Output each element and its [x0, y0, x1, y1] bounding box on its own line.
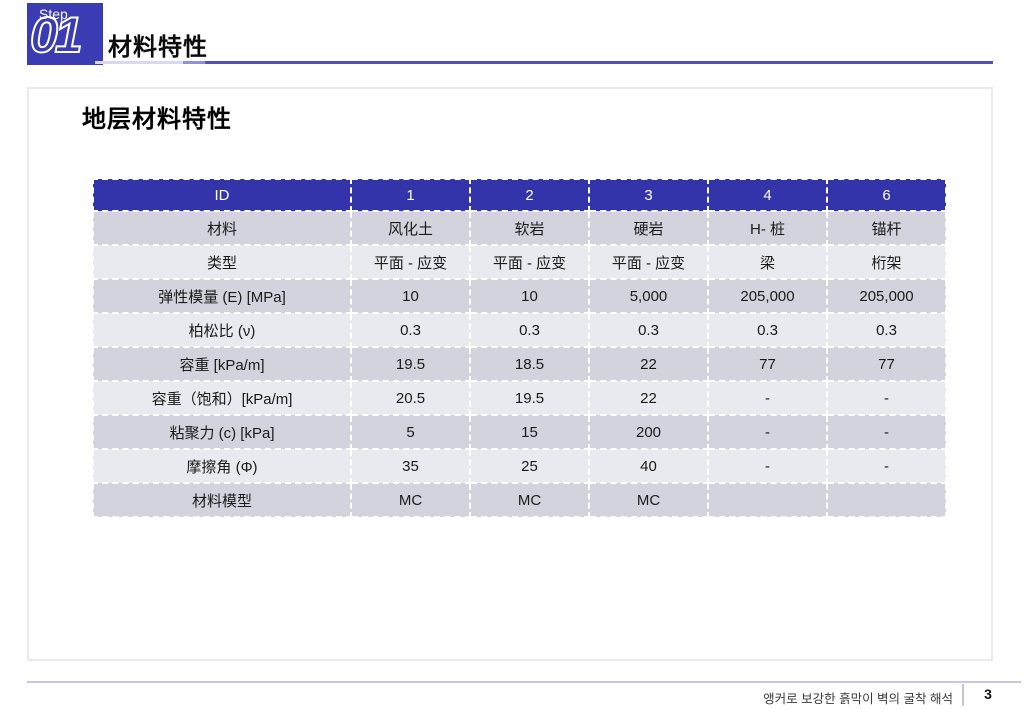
data-cell: 205,000 [826, 278, 947, 314]
row-label-cell: 容重（饱和）[kPa/m] [92, 380, 352, 416]
data-cell: - [826, 414, 947, 450]
table-row: 粘聚力 (c) [kPa] 5 15 200 - - [92, 414, 947, 450]
data-cell: 0.3 [707, 312, 828, 348]
section-heading: 地层材料特性 [82, 106, 232, 133]
data-cell: - [826, 380, 947, 416]
data-cell: 40 [588, 448, 709, 484]
data-cell: 硬岩 [588, 210, 709, 246]
header-cell: 3 [588, 178, 709, 212]
header-id-cell: ID [92, 178, 352, 212]
footer-vertical-divider [962, 684, 964, 706]
data-cell: 0.3 [826, 312, 947, 348]
row-label-cell: 材料 [92, 210, 352, 246]
data-cell: 平面 - 应变 [469, 244, 590, 280]
data-cell: - [707, 448, 828, 484]
data-cell: - [707, 380, 828, 416]
table-header-row: ID 1 2 3 4 6 [92, 178, 947, 212]
data-cell: 77 [707, 346, 828, 382]
data-cell: MC [350, 482, 471, 518]
header-cell: 6 [826, 178, 947, 212]
data-cell: MC [588, 482, 709, 518]
row-label-cell: 粘聚力 (c) [kPa] [92, 414, 352, 450]
row-label-cell: 柏松比 (ν) [92, 312, 352, 348]
data-cell: 77 [826, 346, 947, 382]
footer-caption: 앵커로 보강한 흙막이 벽의 굴착 해석 [763, 692, 953, 706]
materials-table: ID 1 2 3 4 6 材料 风化土 软岩 硬岩 H- 桩 锚杆 类型 平面 … [92, 178, 947, 518]
title-underline [95, 61, 993, 64]
data-cell: 20.5 [350, 380, 471, 416]
table-row: 摩擦角 (Φ) 35 25 40 - - [92, 448, 947, 484]
step-label: Step [39, 6, 68, 22]
header-cell: 4 [707, 178, 828, 212]
page-number: 3 [984, 686, 992, 702]
data-cell: 锚杆 [826, 210, 947, 246]
row-label-cell: 摩擦角 (Φ) [92, 448, 352, 484]
table-row: 柏松比 (ν) 0.3 0.3 0.3 0.3 0.3 [92, 312, 947, 348]
data-cell: 0.3 [588, 312, 709, 348]
data-cell: 风化土 [350, 210, 471, 246]
table-row: 容重 [kPa/m] 19.5 18.5 22 77 77 [92, 346, 947, 382]
row-label-cell: 类型 [92, 244, 352, 280]
header-cell: 1 [350, 178, 471, 212]
row-label-cell: 材料模型 [92, 482, 352, 518]
data-cell: 22 [588, 380, 709, 416]
data-cell: 15 [469, 414, 590, 450]
data-cell: 平面 - 应变 [588, 244, 709, 280]
data-cell: 桁架 [826, 244, 947, 280]
data-cell: 5,000 [588, 278, 709, 314]
table-row: 类型 平面 - 应变 平面 - 应变 平面 - 应变 梁 桁架 [92, 244, 947, 280]
table-row: 容重（饱和）[kPa/m] 20.5 19.5 22 - - [92, 380, 947, 416]
data-cell: H- 桩 [707, 210, 828, 246]
data-cell: 35 [350, 448, 471, 484]
table-row: 材料 风化土 软岩 硬岩 H- 桩 锚杆 [92, 210, 947, 246]
page-title: 材料特性 [108, 34, 208, 61]
data-cell: 19.5 [350, 346, 471, 382]
data-cell: - [826, 448, 947, 484]
data-cell: 19.5 [469, 380, 590, 416]
header-cell: 2 [469, 178, 590, 212]
table-row: 弹性模量 (E) [MPa] 10 10 5,000 205,000 205,0… [92, 278, 947, 314]
data-cell: MC [469, 482, 590, 518]
footer-divider-line [27, 681, 1021, 683]
data-cell: 18.5 [469, 346, 590, 382]
data-cell [826, 482, 947, 518]
data-cell: 0.3 [350, 312, 471, 348]
data-cell: 软岩 [469, 210, 590, 246]
data-cell: 25 [469, 448, 590, 484]
data-cell: - [707, 414, 828, 450]
data-cell: 5 [350, 414, 471, 450]
row-label-cell: 容重 [kPa/m] [92, 346, 352, 382]
row-label-cell: 弹性模量 (E) [MPa] [92, 278, 352, 314]
data-cell: 200 [588, 414, 709, 450]
data-cell [707, 482, 828, 518]
data-cell: 梁 [707, 244, 828, 280]
data-cell: 平面 - 应变 [350, 244, 471, 280]
data-cell: 205,000 [707, 278, 828, 314]
table-row: 材料模型 MC MC MC [92, 482, 947, 518]
data-cell: 10 [469, 278, 590, 314]
data-cell: 10 [350, 278, 471, 314]
step-badge: Step 01 [27, 3, 103, 65]
step-number: 01 [29, 7, 84, 63]
data-cell: 0.3 [469, 312, 590, 348]
data-cell: 22 [588, 346, 709, 382]
